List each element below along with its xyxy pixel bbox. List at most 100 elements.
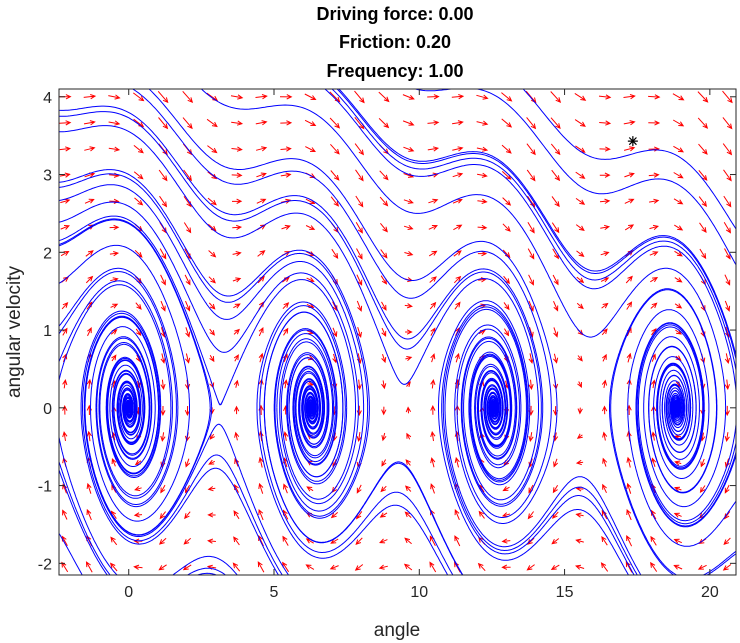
field-arrow [381, 432, 387, 442]
field-arrow [305, 225, 316, 230]
field-arrow [332, 301, 338, 312]
field-arrow [650, 561, 658, 572]
field-arrow [724, 353, 730, 365]
field-arrow [280, 172, 292, 178]
field-arrow [404, 537, 412, 545]
trajectory-line [609, 288, 736, 575]
trajectory-line [637, 574, 638, 575]
trajectory-line [59, 105, 495, 340]
field-arrow [626, 430, 632, 442]
field-arrow [282, 302, 290, 310]
field-arrow [207, 486, 216, 492]
field-arrow [135, 302, 142, 310]
field-arrow [698, 143, 708, 155]
field-arrow [601, 328, 608, 336]
field-arrow [282, 535, 289, 546]
field-arrow [306, 486, 314, 492]
field-arrow [160, 353, 166, 364]
field-arrow [724, 379, 730, 391]
field-arrow [624, 224, 635, 231]
field-arrow [59, 146, 72, 152]
field-arrow [649, 224, 660, 230]
field-arrow [673, 538, 683, 544]
field-arrow [501, 144, 512, 154]
trajectories [59, 89, 736, 575]
field-arrow [109, 224, 120, 231]
field-arrow [230, 94, 244, 100]
field-arrow [232, 251, 242, 257]
field-arrow [527, 248, 535, 260]
trajectory-line [59, 173, 199, 276]
field-arrow [528, 379, 534, 391]
field-arrow [109, 251, 120, 257]
field-arrow [699, 248, 707, 260]
field-arrow [700, 458, 706, 468]
field-arrow [258, 456, 264, 468]
field-arrow [575, 564, 585, 570]
field-arrow [60, 225, 70, 230]
field-arrow [575, 171, 586, 179]
field-arrow [402, 94, 415, 100]
field-arrow [233, 536, 240, 546]
title-line-frequency: Frequency: 1.00 [326, 61, 463, 81]
field-arrow [454, 535, 461, 547]
field-arrow [84, 198, 95, 204]
field-arrow [551, 538, 560, 545]
field-arrow [428, 225, 438, 230]
field-arrow [209, 354, 215, 363]
field-arrow [185, 327, 191, 338]
field-arrow [354, 564, 364, 571]
field-arrow [402, 120, 415, 126]
field-arrow [185, 353, 191, 364]
field-arrow [85, 275, 94, 284]
field-arrow [258, 327, 264, 337]
field-arrow [722, 117, 733, 130]
field-arrow [60, 250, 70, 257]
plot-area [59, 89, 736, 575]
field-arrow [601, 353, 607, 362]
field-arrow [232, 224, 243, 231]
x-tick-label: 5 [270, 584, 279, 601]
trajectory-line [59, 380, 238, 575]
field-arrow [206, 92, 219, 102]
field-arrow [675, 355, 682, 361]
field-arrow [304, 93, 317, 101]
field-arrow [477, 172, 488, 178]
field-arrow [329, 117, 341, 129]
trajectory-line [80, 310, 280, 575]
field-arrow [553, 300, 559, 312]
trajectory-line [493, 476, 642, 575]
field-arrow [380, 485, 387, 493]
field-arrow [427, 94, 440, 100]
field-arrow [552, 274, 559, 286]
field-arrow [405, 356, 413, 361]
field-arrow [550, 564, 560, 570]
field-arrow [379, 538, 388, 544]
field-arrow [600, 251, 610, 257]
field-arrow [577, 381, 582, 389]
field-arrow [280, 120, 293, 126]
field-arrow [626, 482, 632, 494]
field-arrow [207, 512, 216, 518]
field-arrow [403, 224, 414, 230]
field-arrow [258, 352, 264, 363]
field-arrow [551, 169, 561, 182]
field-arrow [527, 195, 536, 208]
field-arrow [132, 92, 145, 102]
field-arrow [649, 251, 659, 257]
field-arrow [185, 300, 191, 312]
field-arrow [429, 561, 437, 573]
field-arrow [454, 301, 461, 310]
field-arrow [258, 534, 264, 547]
field-arrow [209, 433, 215, 440]
field-arrow [85, 250, 94, 257]
field-arrow [673, 564, 683, 570]
field-arrow [601, 379, 608, 388]
field-arrow [600, 224, 611, 231]
field-arrow [109, 562, 118, 572]
trajectory-line [311, 462, 464, 575]
field-arrow [381, 327, 387, 337]
field-arrow [648, 120, 661, 126]
field-arrow [381, 380, 387, 390]
field-arrow [184, 405, 191, 416]
